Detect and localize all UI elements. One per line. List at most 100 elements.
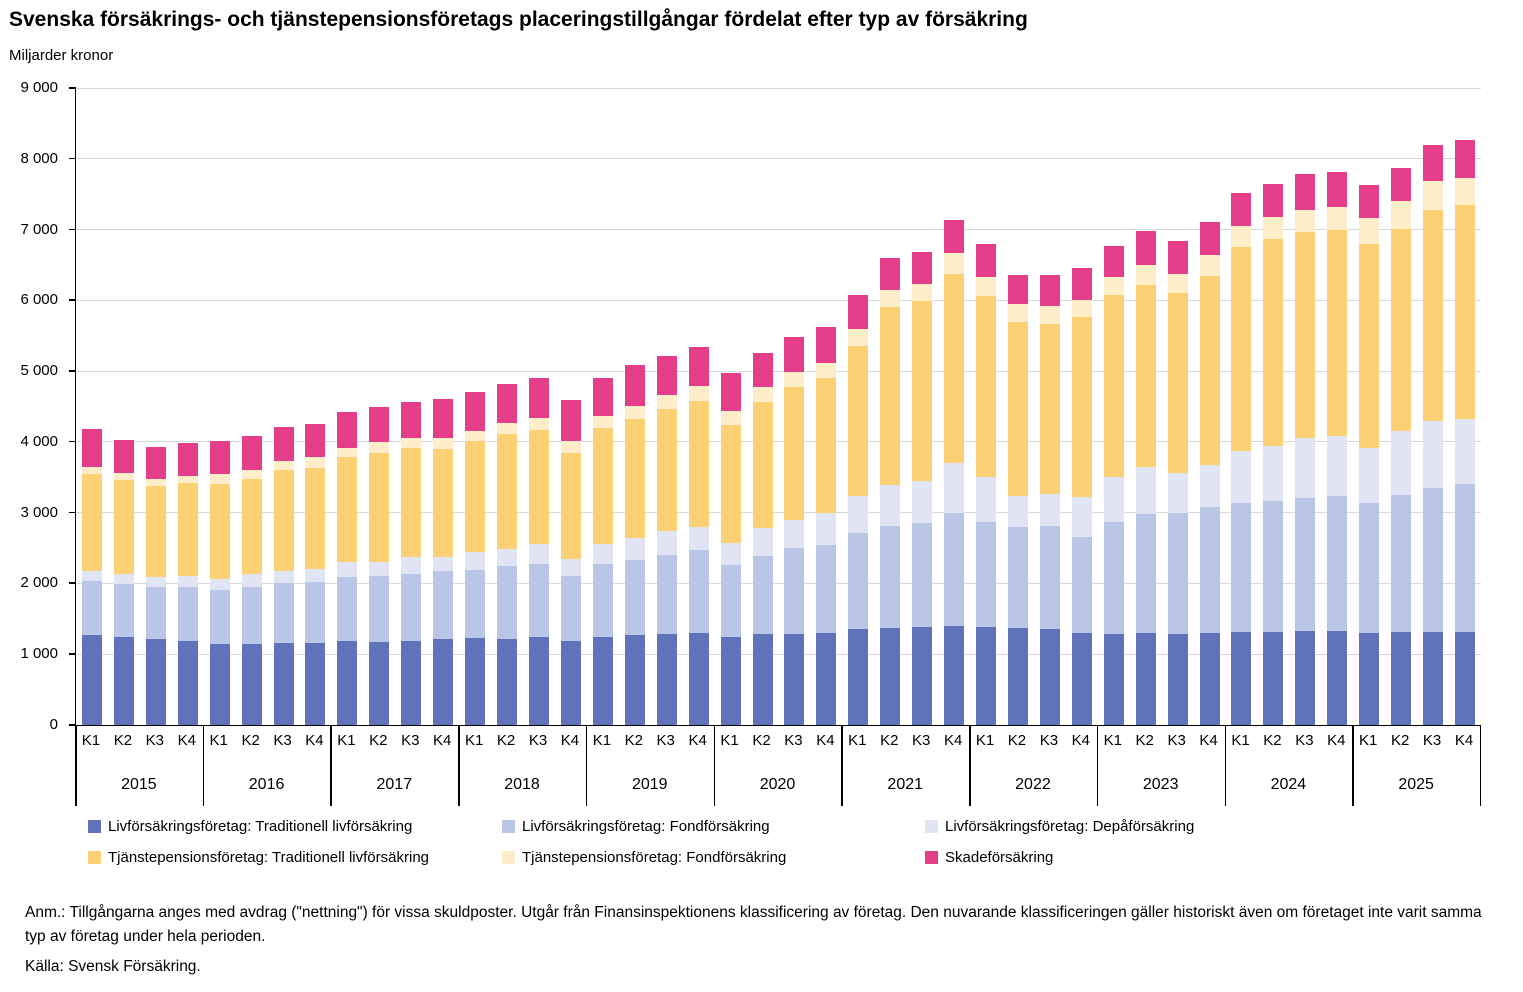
bar-segment	[592, 564, 613, 638]
bar-segment	[1423, 181, 1444, 210]
bar-segment	[976, 626, 997, 725]
bar-segment	[912, 627, 933, 725]
bar-segment	[1295, 174, 1316, 210]
bar-2017-K1	[331, 88, 363, 725]
bar-segment	[1327, 171, 1348, 207]
bar-segment	[1135, 230, 1156, 265]
bar-segment	[177, 482, 198, 577]
bar-segment	[81, 467, 102, 475]
bar-segment	[1039, 526, 1060, 629]
bar-segment	[497, 548, 518, 567]
gridline	[76, 582, 1481, 584]
legend-label: Livförsäkringsföretag: Depåförsäkring	[945, 818, 1195, 835]
quarter-label: K3	[401, 732, 420, 749]
bar-segment	[177, 587, 198, 642]
bar-segment	[369, 561, 390, 576]
gridline	[76, 158, 1481, 160]
source-note: Källa: Svensk Försäkring.	[25, 958, 201, 975]
bar-segment	[1199, 507, 1220, 633]
bar-segment	[784, 371, 805, 387]
year-label: 2022	[1015, 776, 1051, 793]
quarter-label: K3	[656, 732, 675, 749]
year-separator	[585, 726, 588, 806]
quarter-label: K1	[337, 732, 356, 749]
bar-segment	[1455, 418, 1476, 485]
bar-segment	[656, 409, 677, 532]
bar-segment	[592, 543, 613, 565]
y-tick-mark	[69, 511, 76, 514]
bar-2019-K1	[587, 88, 619, 725]
bar-segment	[369, 407, 390, 442]
bar-segment	[816, 513, 837, 546]
bar-segment	[433, 638, 454, 725]
bar-segment	[401, 557, 422, 575]
quarter-label: K1	[975, 732, 995, 749]
bar-segment	[241, 469, 262, 479]
bar-2023-K1	[1098, 88, 1130, 725]
bar-segment	[912, 523, 933, 628]
bar-2020-K4	[810, 88, 842, 725]
bar-segment	[1359, 502, 1380, 633]
y-tick-mark	[69, 653, 76, 655]
gridline	[76, 653, 1481, 655]
quarter-label: K1	[848, 732, 867, 749]
quarter-label: K2	[1007, 732, 1027, 749]
bar-segment	[465, 430, 486, 442]
quarter-label: K2	[880, 732, 899, 749]
bar-2015-K3	[140, 88, 172, 725]
bar-segment	[1071, 537, 1092, 633]
bar-segment	[912, 284, 933, 302]
bar-segment	[1359, 184, 1380, 218]
bar-segment	[720, 636, 741, 725]
quarter-label: K3	[273, 732, 292, 749]
bar-segment	[1103, 476, 1124, 522]
bar-segment	[209, 644, 230, 725]
bar-segment	[401, 574, 422, 641]
bar-segment	[305, 642, 326, 725]
year-separator	[841, 726, 843, 806]
bar-segment	[688, 550, 709, 633]
bar-segment	[656, 395, 677, 410]
bar-segment	[656, 555, 677, 634]
bar-segment	[81, 581, 102, 636]
gridline	[76, 229, 1481, 231]
year-label: 2017	[376, 776, 413, 793]
bar-segment	[145, 587, 166, 639]
bar-segment	[433, 571, 454, 639]
quarter-label: K2	[369, 732, 388, 749]
bar-segment	[976, 276, 997, 297]
bar-segment	[1039, 323, 1060, 494]
bar-segment	[1039, 628, 1060, 725]
bar-segment	[305, 468, 326, 570]
quarter-label: K3	[1295, 732, 1314, 749]
bar-segment	[1199, 255, 1220, 276]
bar-segment	[752, 386, 773, 402]
bar-segment	[816, 327, 837, 363]
bar-segment	[1231, 632, 1252, 725]
bar-segment	[848, 345, 869, 496]
bar-segment	[848, 295, 869, 330]
bar-segment	[113, 584, 134, 637]
legend-label: Skadeförsäkring	[945, 849, 1054, 866]
y-tick-label: 1 000	[20, 645, 58, 663]
quarter-label: K4	[433, 732, 452, 749]
bar-segment	[1327, 630, 1348, 725]
quarter-label: K2	[241, 732, 260, 749]
bar-segment	[720, 543, 741, 566]
bar-segment	[1007, 274, 1028, 304]
quarter-label: K2	[1390, 732, 1410, 749]
year-separator	[458, 726, 460, 806]
bar-2022-K3	[1034, 88, 1066, 725]
gridline	[76, 370, 1481, 372]
bar-segment	[912, 251, 933, 285]
bar-segment	[401, 448, 422, 558]
bar-segment	[752, 352, 773, 387]
bar-segment	[1263, 446, 1284, 501]
bar-segment	[1359, 633, 1380, 725]
bar-segment	[81, 635, 102, 725]
bar-segment	[369, 642, 390, 725]
y-tick-mark	[69, 87, 76, 89]
bar-segment	[624, 418, 645, 539]
bar-2019-K4	[683, 88, 715, 725]
bar-segment	[1103, 245, 1124, 277]
